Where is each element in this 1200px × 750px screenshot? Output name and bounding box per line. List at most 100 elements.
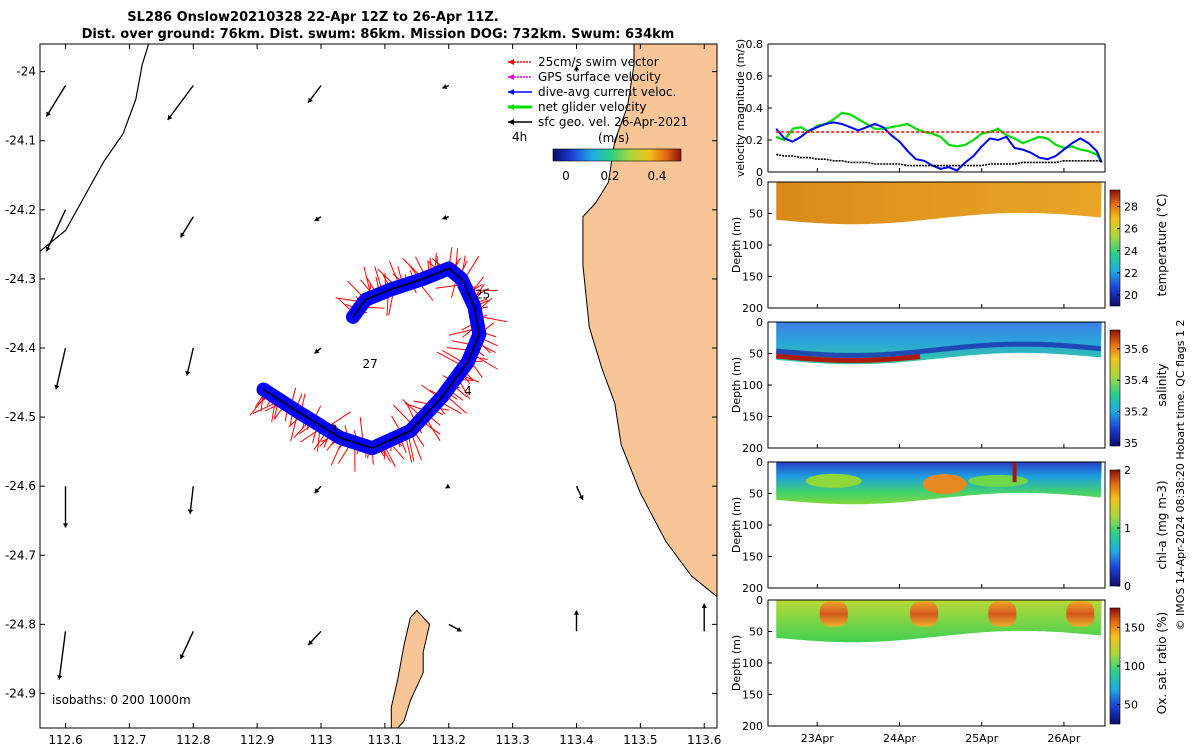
section-panel-chl-a: 0 50 100 150 200 Depth (m) 0 1 2 chl-a (mg m-3) xyxy=(730,456,1169,595)
geo-velocity-arrow xyxy=(314,347,322,355)
geo-velocity-arrow xyxy=(442,84,450,90)
map-ytick-label: -24.2 xyxy=(5,203,36,217)
map-ytick-label: -24.8 xyxy=(5,617,36,631)
section-ytick-label: 150 xyxy=(742,551,763,564)
geo-velocity-arrow xyxy=(314,485,322,494)
legend-arrowhead xyxy=(508,59,514,65)
glider-track xyxy=(263,267,481,450)
section-ylabel: Depth (m) xyxy=(730,635,743,691)
geo-velocity-arrow xyxy=(307,630,322,646)
geo-velocity-arrow xyxy=(54,347,67,390)
velocity-ytick-label: 0.8 xyxy=(746,38,764,51)
colorbar-tick-label: 28 xyxy=(1124,201,1138,214)
velocity-ylabel: velocity magnitude (m/s) xyxy=(734,39,747,177)
geo-velocity-arrow xyxy=(442,214,450,221)
map-xtick-label: 112.9 xyxy=(240,733,274,747)
velocity-series-0 xyxy=(775,111,1103,163)
map-xtick-label: 113.4 xyxy=(559,733,593,747)
section-ytick-label: 100 xyxy=(742,379,763,392)
section-xtick-label: 26Apr xyxy=(1047,732,1081,745)
geo-velocity-arrow xyxy=(573,66,580,72)
map-xtick-label: 113.1 xyxy=(368,733,402,747)
section-ytick-label: 50 xyxy=(749,348,763,361)
map-xtick-label: 113.3 xyxy=(495,733,529,747)
colorbar-tick-label: 35 xyxy=(1124,437,1138,450)
colorbar-tick-label: 26 xyxy=(1124,223,1138,236)
section-ytick-label: 100 xyxy=(742,239,763,252)
velocity-axes xyxy=(767,43,1106,173)
colorbar-tick-label: 2 xyxy=(1124,464,1131,477)
section-ytick-label: 50 xyxy=(749,626,763,639)
section-ytick-label: 150 xyxy=(742,271,763,284)
legend-item: dive-avg current veloc. xyxy=(508,85,676,99)
map-xtick-label: 113.6 xyxy=(687,733,721,747)
section-ytick-label: 150 xyxy=(742,689,763,702)
map-border xyxy=(39,43,718,729)
section-ylabel: Depth (m) xyxy=(730,497,743,553)
colorbar-tick-label: 35.2 xyxy=(1124,406,1149,419)
legend-arrowhead xyxy=(508,89,514,95)
map-ytick-label: -24.3 xyxy=(5,272,36,286)
geo-velocity-arrow xyxy=(45,85,67,117)
section-ytick-label: 0 xyxy=(756,594,763,607)
map-xtick-label: 112.7 xyxy=(112,733,146,747)
colorbar-tick-label: 22 xyxy=(1124,267,1138,280)
section-ytick-label: 200 xyxy=(742,442,763,455)
geo-velocity-arrow xyxy=(448,623,462,632)
geo-velocity-arrow xyxy=(575,485,584,501)
section-ytick-label: 150 xyxy=(742,411,763,424)
geo-velocity-arrow xyxy=(179,216,194,238)
section-ytick-label: 0 xyxy=(756,176,763,189)
geo-vectors xyxy=(45,66,707,680)
map-ticks: 112.6 112.7 112.8 112.9 113 113.1 113.2 113.3 11… xyxy=(5,44,721,747)
section-ytick-label: 0 xyxy=(756,456,763,469)
colorbar-tick-0: 0 xyxy=(562,169,570,183)
legend-item: sfc geo. vel. 26-Apr-2021 xyxy=(508,115,688,129)
isobath-label: isobaths: 0 200 1000m xyxy=(52,693,191,707)
geo-velocity-arrow xyxy=(62,486,69,528)
legend-scale-label: 4h xyxy=(512,130,527,144)
title-line-1: SL286 Onslow20210328 22-Apr 12Z to 26-Ap… xyxy=(127,10,498,25)
section-data-temperature xyxy=(776,182,1102,225)
section-data-oxygen xyxy=(776,600,1102,643)
map-ytick-label: -24 xyxy=(16,65,36,79)
section-panel-temperature: 0 50 100 150 200 Depth (m) 20 22 24 26 28 temperatu… xyxy=(730,176,1169,315)
geo-velocity-arrow xyxy=(187,486,194,514)
colorbar-label: (m/s) xyxy=(598,131,629,145)
map-annotations: 25 27 4 3 xyxy=(330,287,490,436)
colorbar-tick-label: 100 xyxy=(1124,660,1145,673)
colorbar-tick-label: 24 xyxy=(1124,245,1138,258)
colorbar-label: chl-a (mg m-3) xyxy=(1155,480,1169,569)
velocity-series-3 xyxy=(776,153,1102,167)
map-ytick-label: -24.1 xyxy=(5,134,36,148)
salinity-max-layer xyxy=(775,353,921,364)
geo-velocity-arrow xyxy=(57,631,67,680)
oxygen-supersaturation-column xyxy=(1066,601,1095,627)
map-xtick-label: 113.5 xyxy=(623,733,657,747)
map-ytick-label: -24.4 xyxy=(5,341,36,355)
colorbar-label: salinity xyxy=(1155,363,1169,406)
map-ytick-label: -24.7 xyxy=(5,548,36,562)
velocity-series-1 xyxy=(775,121,1103,172)
legend-label: dive-avg current veloc. xyxy=(538,85,676,99)
chl-patch xyxy=(805,473,862,488)
geo-velocity-arrow xyxy=(185,347,194,376)
map-xtick-label: 113.2 xyxy=(432,733,466,747)
geo-velocity-arrow xyxy=(307,85,322,104)
track-day-label: 25 xyxy=(475,287,490,301)
track-day-label: 4 xyxy=(464,384,472,398)
colorbar-tick-2: 0.4 xyxy=(647,169,666,183)
legend-label: GPS surface velocity xyxy=(538,70,661,84)
credit-text: © IMOS 14-Apr-2024 08:38:20 Hobart time.… xyxy=(1174,320,1187,631)
legend-arrowhead xyxy=(508,74,514,80)
geo-velocity-arrow xyxy=(314,216,322,222)
geo-velocity-arrow xyxy=(45,209,67,252)
velocity-panel: 0 0.2 0.4 0.6 0.8 velocity magnitude (m/s) xyxy=(734,38,1106,179)
section-ytick-label: 200 xyxy=(742,720,763,733)
velocity-ytick-label: 0.4 xyxy=(746,102,764,115)
section-ytick-label: 200 xyxy=(742,582,763,595)
colorbar-label: temperature (°C) xyxy=(1155,194,1169,297)
oxygen-supersaturation-column xyxy=(819,601,848,627)
